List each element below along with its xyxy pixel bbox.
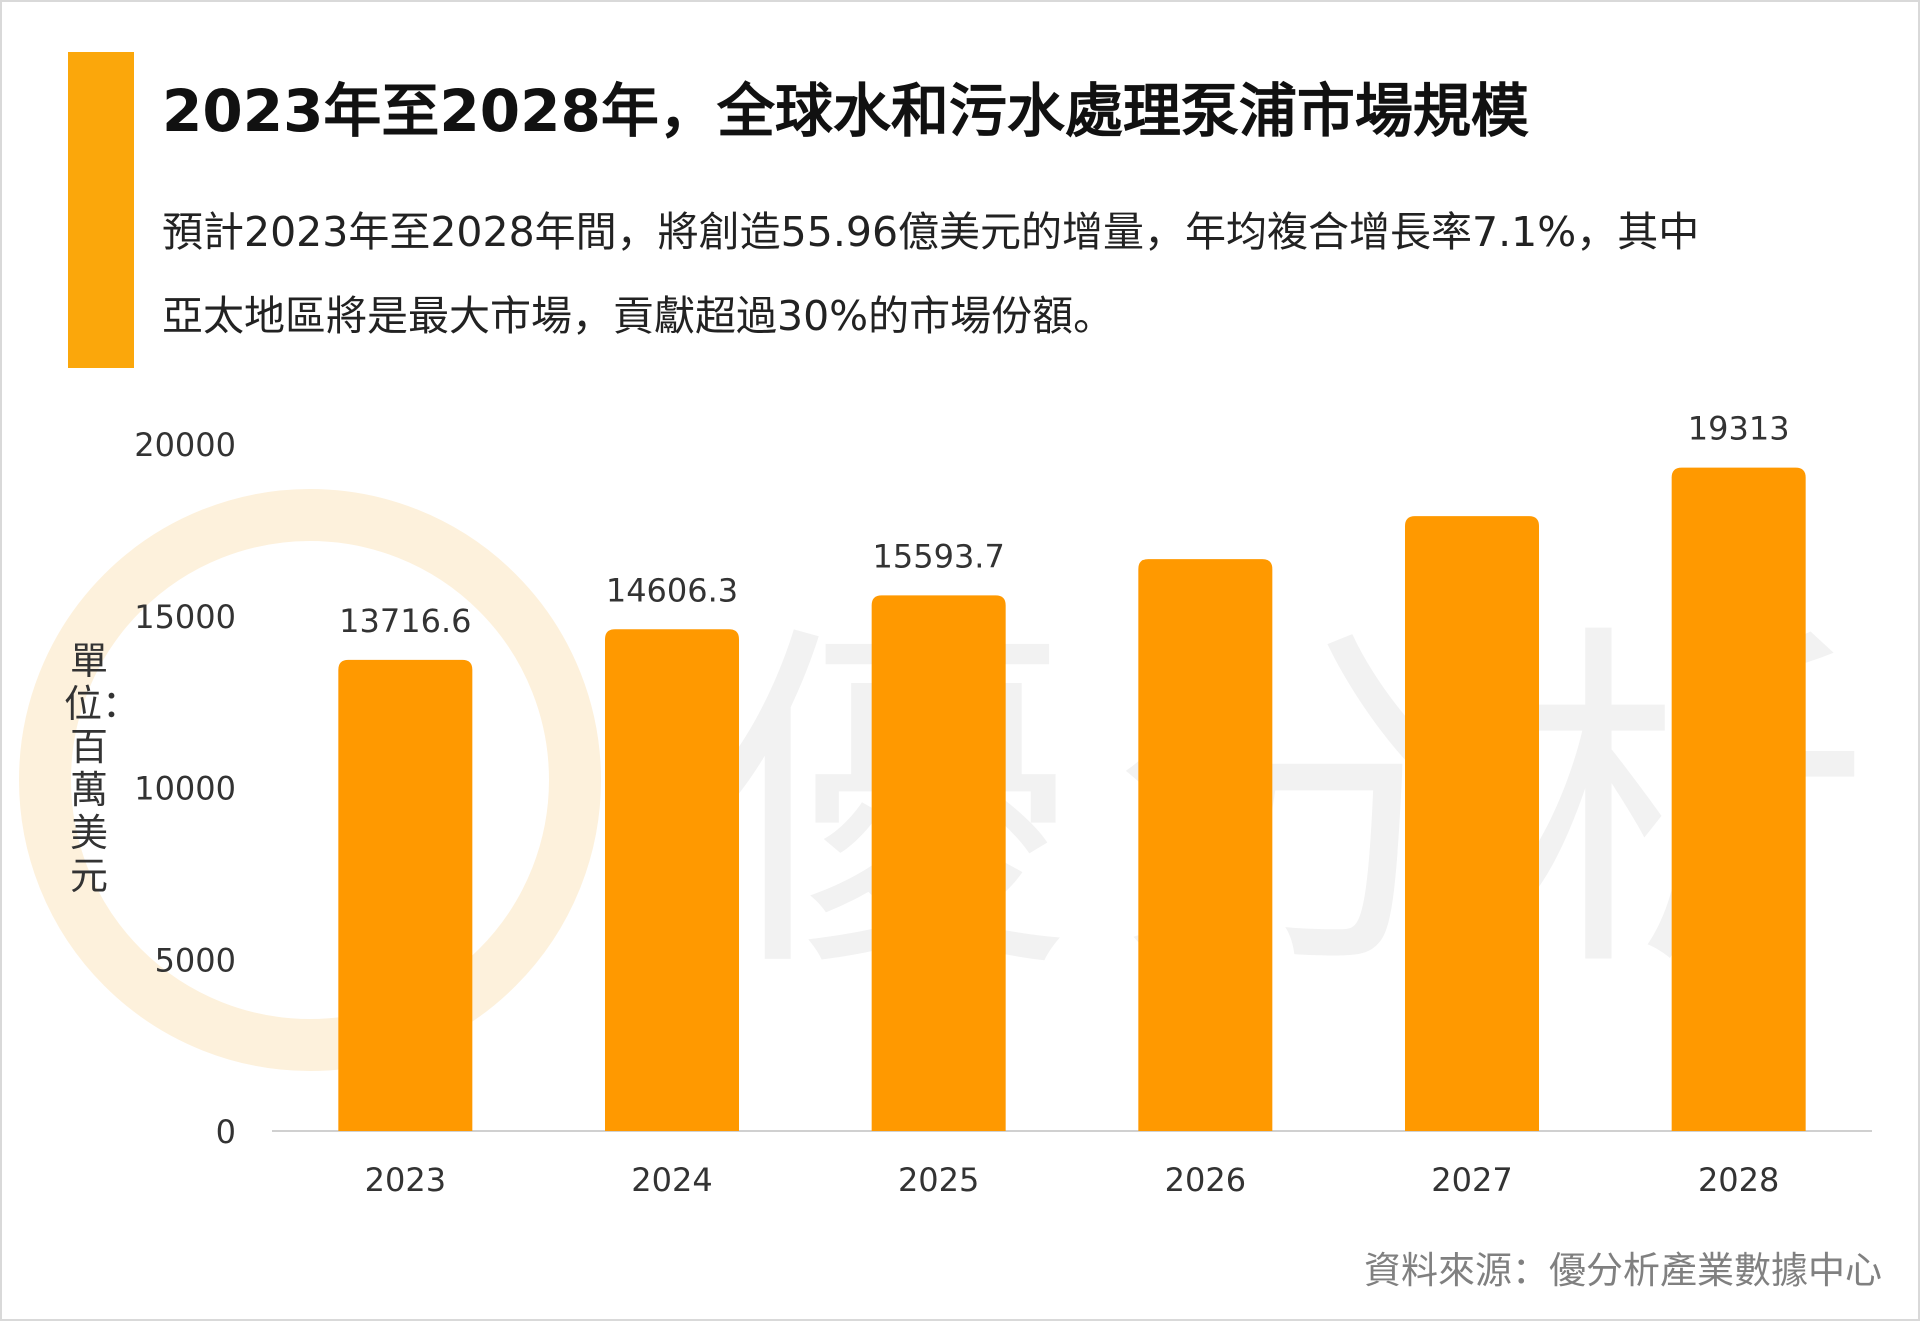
data-label-2028: 19313: [1688, 410, 1790, 448]
y-tick-label: 15000: [134, 598, 236, 636]
y-tick-label: 20000: [134, 426, 236, 464]
x-tick-label: 2028: [1698, 1161, 1779, 1199]
chart-title: 2023年至2028年，全球水和污水處理泵浦市場規模: [162, 77, 1529, 145]
y-tick-label: 5000: [155, 941, 236, 979]
x-tick-label: 2026: [1165, 1161, 1246, 1199]
source-note: 資料來源：優分析產業數據中心: [1364, 1249, 1882, 1292]
y-tick-label: 10000: [134, 770, 236, 808]
bar-2025: [871, 595, 1006, 1131]
description-line-1: 預計2023年至2028年間，將創造55.96億美元的增量，年均複合增長率7.1…: [162, 208, 1700, 256]
watermark-logo-ring: [19, 489, 601, 1071]
data-label-2023: 13716.6: [339, 602, 471, 640]
x-tick-label: 2023: [365, 1161, 446, 1199]
bar-2024: [605, 629, 739, 1131]
y-axis-label: 單位：百萬美元: [64, 639, 141, 898]
chart-bars: [338, 467, 1806, 1131]
y-tick-label: 0: [216, 1113, 236, 1151]
x-tick-label: 2025: [898, 1161, 979, 1199]
bar-2023: [338, 659, 473, 1131]
bar-2028: [1671, 467, 1806, 1131]
chart-axes: 0 5000 10000 15000 20000: [134, 426, 1872, 1151]
bar-2027: [1405, 516, 1539, 1131]
title-accent-bar: [68, 52, 134, 368]
x-tick-label: 2024: [631, 1161, 712, 1199]
chart-description: 預計2023年至2028年間，將創造55.96億美元的增量，年均複合增長率7.1…: [162, 190, 1882, 358]
chart-labels: 2023 13716.6 2024 14606.3 2025 15593.7 2026 202…: [339, 410, 1789, 1199]
data-label-2024: 14606.3: [606, 571, 738, 609]
description-line-2: 亞太地區將是最大市場，貢獻超過30%的市場份額。: [162, 292, 1115, 340]
x-tick-label: 2027: [1431, 1161, 1512, 1199]
bar-2026: [1138, 559, 1273, 1131]
data-label-2025: 15593.7: [873, 537, 1005, 575]
